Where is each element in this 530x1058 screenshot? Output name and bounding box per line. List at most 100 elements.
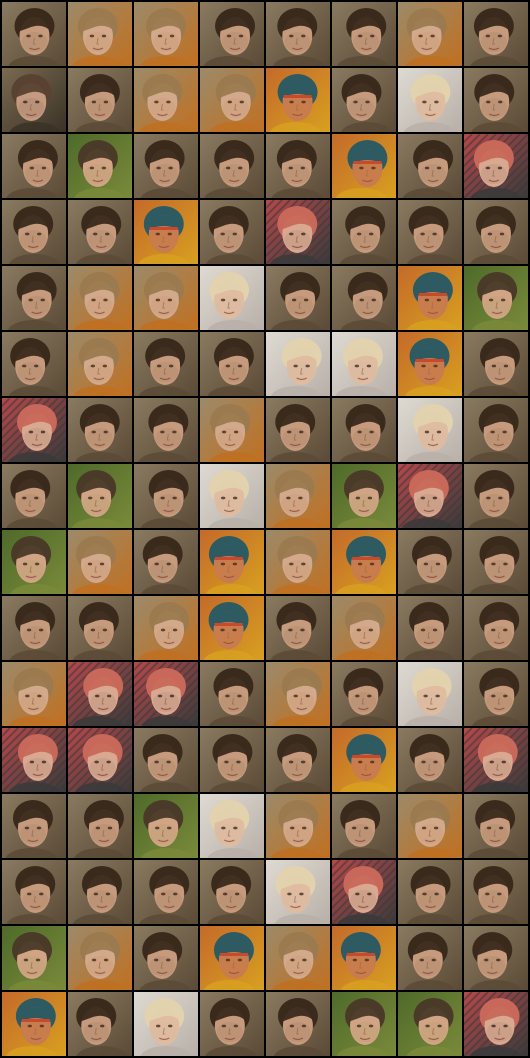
face-image: [134, 530, 198, 594]
face-image: [134, 68, 198, 132]
face-tile: [68, 662, 132, 726]
face-image: [200, 398, 264, 462]
face-tile: [68, 992, 132, 1056]
face-tile: [2, 266, 66, 330]
face-tile: [134, 860, 198, 924]
face-tile: [134, 662, 198, 726]
face-tile: [332, 794, 396, 858]
face-tile: [398, 794, 462, 858]
face-tile: [200, 794, 264, 858]
face-image: [68, 398, 132, 462]
face-image: [134, 464, 198, 528]
face-image: [266, 992, 330, 1056]
face-tile: [134, 530, 198, 594]
face-tile: [266, 134, 330, 198]
face-tile: [464, 200, 528, 264]
face-tile: [464, 596, 528, 660]
face-image: [200, 860, 264, 924]
face-image: [464, 728, 528, 792]
face-image: [2, 860, 66, 924]
face-image: [68, 530, 132, 594]
face-tile: [398, 926, 462, 990]
face-tile: [266, 596, 330, 660]
face-image: [134, 860, 198, 924]
face-image: [2, 926, 66, 990]
face-tile: [2, 662, 66, 726]
face-image: [134, 2, 198, 66]
face-tile: [2, 134, 66, 198]
face-image: [200, 926, 264, 990]
face-image: [68, 2, 132, 66]
face-tile: [332, 530, 396, 594]
face-tile: [332, 596, 396, 660]
face-image: [2, 398, 66, 462]
face-tile: [68, 68, 132, 132]
face-image: [464, 662, 528, 726]
face-tile: [134, 464, 198, 528]
face-image: [200, 662, 264, 726]
face-image: [332, 530, 396, 594]
face-tile: [68, 926, 132, 990]
face-tile: [2, 398, 66, 462]
face-image: [398, 860, 462, 924]
face-image: [200, 794, 264, 858]
face-tile: [2, 992, 66, 1056]
face-image: [464, 992, 528, 1056]
face-tile: [398, 2, 462, 66]
face-tile: [134, 266, 198, 330]
face-tile: [266, 68, 330, 132]
face-image: [398, 992, 462, 1056]
face-image: [2, 530, 66, 594]
face-image: [266, 266, 330, 330]
face-image: [134, 596, 198, 660]
face-image: [68, 926, 132, 990]
face-tile: [2, 860, 66, 924]
face-image: [398, 266, 462, 330]
face-image: [2, 200, 66, 264]
face-image: [332, 68, 396, 132]
face-image: [332, 662, 396, 726]
face-image: [332, 200, 396, 264]
face-tile: [200, 398, 264, 462]
face-tile: [266, 794, 330, 858]
face-image: [266, 596, 330, 660]
face-image: [200, 332, 264, 396]
face-tile: [464, 860, 528, 924]
face-tile: [464, 2, 528, 66]
face-tile: [464, 134, 528, 198]
face-image: [68, 794, 132, 858]
face-tile: [266, 662, 330, 726]
face-tile: [266, 728, 330, 792]
face-image: [398, 794, 462, 858]
face-image: [68, 596, 132, 660]
face-tile: [266, 398, 330, 462]
face-tile: [2, 926, 66, 990]
face-tile: [200, 530, 264, 594]
face-image: [332, 860, 396, 924]
face-tile: [464, 992, 528, 1056]
face-image: [332, 2, 396, 66]
face-image: [200, 266, 264, 330]
face-tile: [68, 266, 132, 330]
face-image: [68, 728, 132, 792]
face-image: [68, 332, 132, 396]
face-tile: [464, 398, 528, 462]
face-tile: [332, 134, 396, 198]
face-image: [2, 992, 66, 1056]
face-tile: [464, 266, 528, 330]
face-tile: [2, 332, 66, 396]
face-image: [398, 530, 462, 594]
face-image: [2, 266, 66, 330]
face-tile: [332, 332, 396, 396]
face-tile: [2, 728, 66, 792]
face-tile: [2, 200, 66, 264]
face-image: [332, 794, 396, 858]
face-image: [68, 662, 132, 726]
face-tile: [200, 992, 264, 1056]
face-tile: [68, 530, 132, 594]
face-image: [398, 398, 462, 462]
face-image: [266, 728, 330, 792]
face-tile: [134, 200, 198, 264]
face-tile: [200, 2, 264, 66]
face-tile: [332, 860, 396, 924]
